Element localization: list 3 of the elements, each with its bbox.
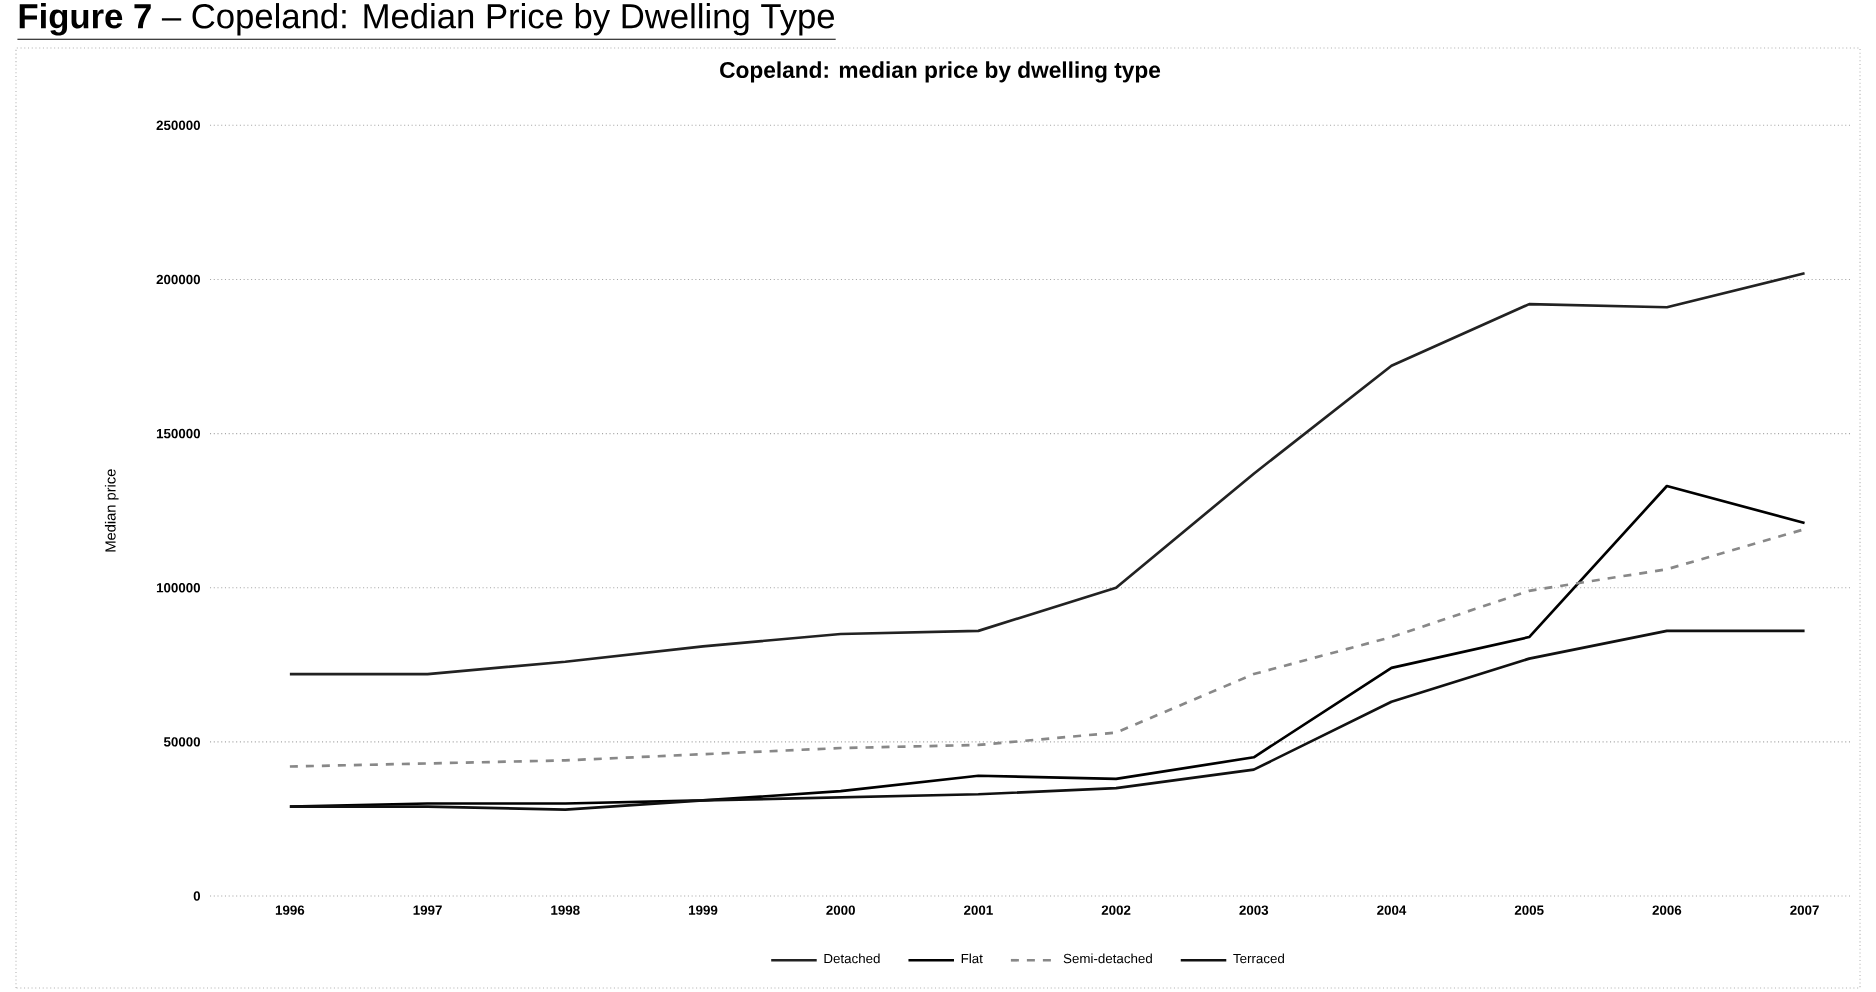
chart-subtitle: Copeland: median price by dwelling type <box>720 61 1161 83</box>
line-series <box>288 271 1806 676</box>
chart-title: Figure 7 – Copeland: Median Price by Dwelling Type <box>19 3 835 36</box>
